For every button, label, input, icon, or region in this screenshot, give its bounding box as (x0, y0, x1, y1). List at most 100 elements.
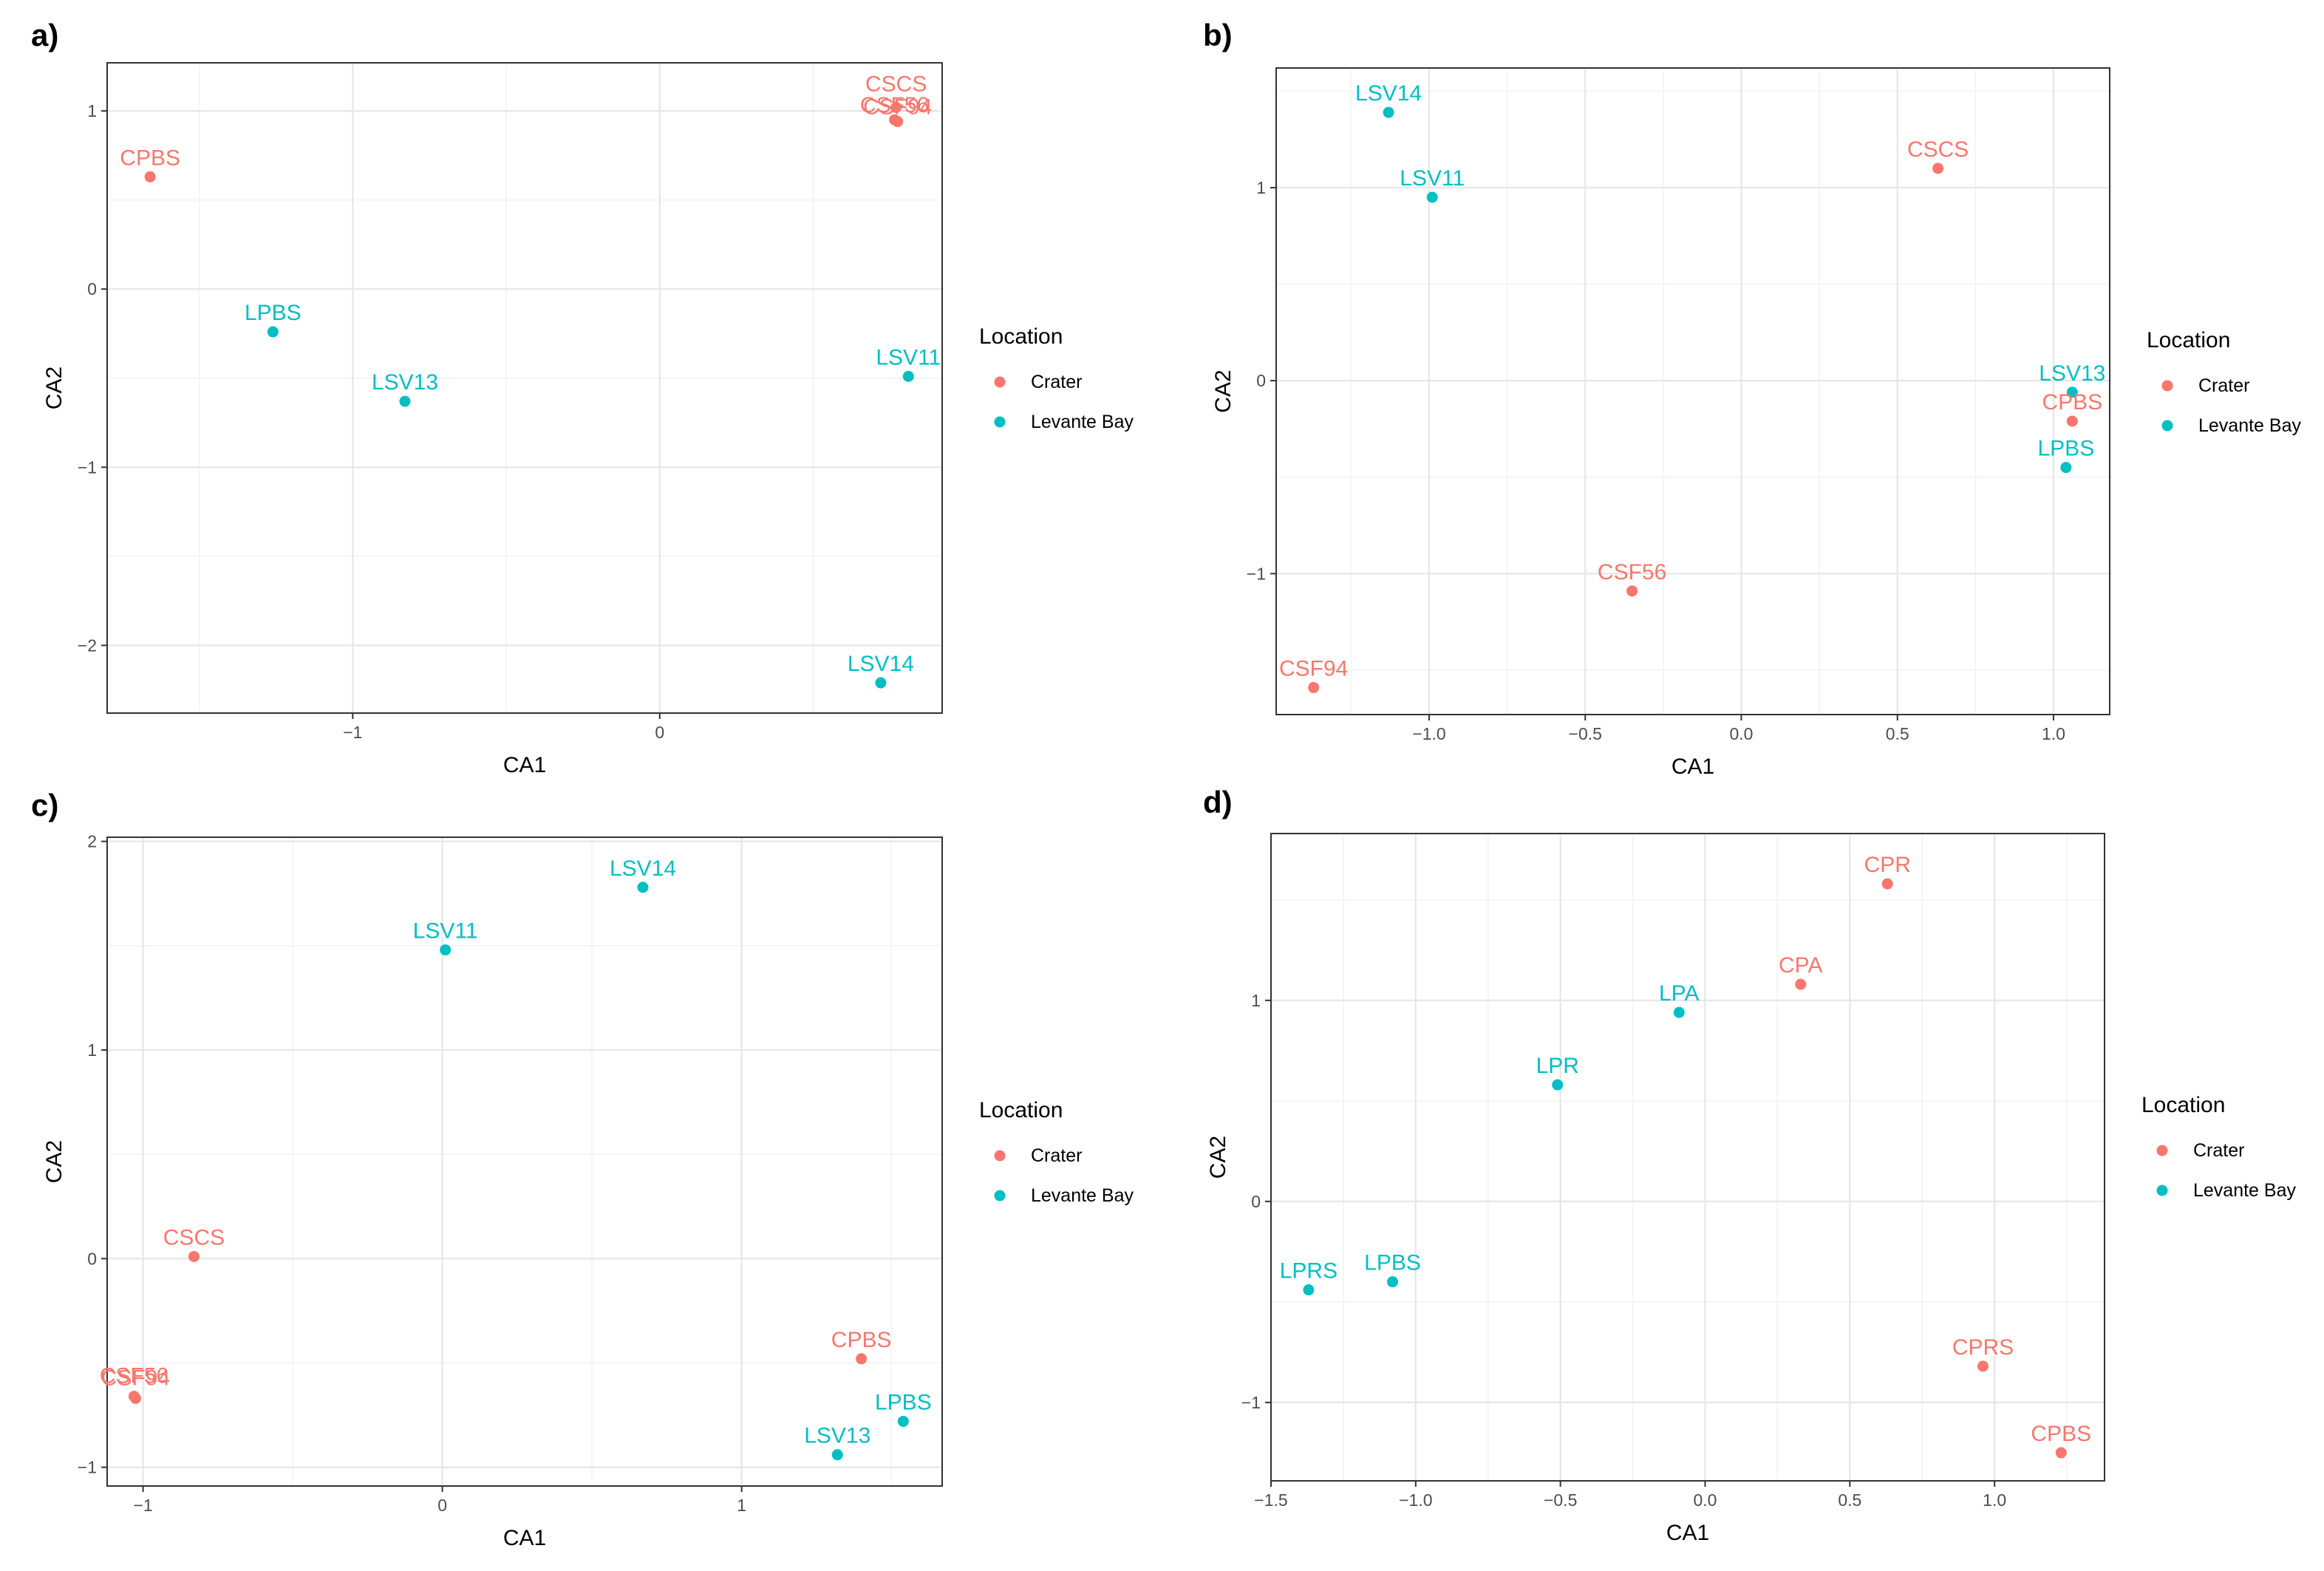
data-point-csf56 (1626, 585, 1638, 597)
panel-letter: d) (1203, 785, 1233, 819)
data-point-csf94 (1308, 681, 1320, 693)
legend-title: Location (2141, 1093, 2225, 1117)
y-axis-title: CA2 (42, 367, 67, 409)
panel-2: −1.0 −0.5 0.0 0.5 1.0 −1 0 1 b) CA1 CA2 LSV14 LSV11 C… (1203, 18, 2301, 779)
data-point-cprs (1977, 1360, 1989, 1372)
x-tick-label: −1 (133, 1496, 152, 1515)
legend-label-crater: Crater (2198, 375, 2249, 396)
point-label-cprs: CPRS (1952, 1335, 2014, 1360)
point-label-lpbs: LPBS (1364, 1251, 1421, 1275)
legend: Location Crater Levante Bay (2141, 1093, 2296, 1201)
data-point-cscs (188, 1250, 200, 1262)
plot-background (1276, 68, 2110, 715)
x-tick-label: −0.5 (1569, 724, 1602, 743)
legend-key-crater (994, 376, 1006, 388)
x-tick-label: 1 (737, 1496, 746, 1515)
y-tick-label: 1 (1256, 178, 1266, 197)
plot-border (106, 836, 943, 1487)
point-label-lpr: LPR (1536, 1054, 1579, 1078)
legend-key-crater (994, 1150, 1006, 1162)
x-tick-label: 0.0 (1694, 1490, 1717, 1510)
data-point-lpbs (267, 326, 279, 338)
point-label-lsv11: LSV11 (876, 345, 941, 369)
point-label-lsv13: LSV13 (804, 1424, 870, 1448)
point-label-csf56: CSF56 (1598, 560, 1666, 585)
point-label-csf94: CSF94 (863, 95, 932, 120)
point-label-cpbs: CPBS (2031, 1422, 2091, 1446)
plot-background (107, 837, 942, 1486)
x-axis-title: CA1 (1672, 754, 1714, 779)
point-label-lsv14: LSV14 (1355, 81, 1422, 106)
point-label-cpbs: CPBS (831, 1328, 892, 1352)
point-label-lsv11: LSV11 (1400, 166, 1465, 191)
y-tick-label: 1 (87, 1040, 97, 1060)
data-point-lsv11 (440, 944, 451, 955)
point-label-lsv13: LSV13 (2039, 361, 2105, 386)
legend: Location Crater Levante Bay (979, 1098, 1134, 1206)
data-point-lpbs (897, 1415, 909, 1427)
point-label-csf56: CSF56 (860, 93, 929, 117)
data-point-lpbs (2060, 462, 2072, 474)
x-tick-label: −0.5 (1544, 1490, 1577, 1510)
data-point-lsv11 (1426, 191, 1438, 203)
y-tick-label: 0 (1256, 371, 1266, 390)
legend: Location Crater Levante Bay (979, 324, 1134, 432)
legend-label-levante-bay: Levante Bay (1031, 1185, 1134, 1206)
point-label-lpa: LPA (1659, 981, 1699, 1006)
data-point-lsv14 (1383, 106, 1394, 118)
data-point-lsv13 (831, 1449, 843, 1461)
legend-label-levante-bay: Levante Bay (2193, 1180, 2296, 1201)
legend-label-levante-bay: Levante Bay (1031, 412, 1134, 432)
plot-background (107, 63, 942, 713)
legend-key-levante-bay (2161, 420, 2173, 432)
legend-key-crater (2156, 1145, 2168, 1156)
plot-background (1271, 834, 2105, 1481)
data-point-cpr (1881, 878, 1893, 890)
y-axis-title: CA2 (1211, 369, 1236, 412)
data-point-lpbs (1387, 1276, 1398, 1288)
data-point-lpr (1552, 1079, 1564, 1091)
y-tick-label: 0 (1251, 1192, 1261, 1211)
data-point-cpbs (2055, 1447, 2067, 1459)
y-tick-label: 0 (87, 279, 97, 299)
legend-key-levante-bay (994, 1190, 1006, 1202)
legend: Location Crater Levante Bay (2147, 328, 2301, 436)
legend-key-levante-bay (2156, 1185, 2168, 1196)
data-point-csf94 (129, 1392, 141, 1404)
x-tick-label: 0.0 (1729, 724, 1753, 743)
x-tick-label: −1.5 (1254, 1490, 1287, 1510)
y-tick-label: −1 (78, 1458, 97, 1477)
data-point-cpbs (2066, 415, 2078, 427)
data-point-lsv14 (875, 677, 887, 689)
data-point-cscs (1932, 163, 1944, 174)
data-point-lsv14 (637, 882, 649, 893)
legend-label-crater: Crater (1031, 372, 1082, 392)
x-axis-title: CA1 (503, 753, 546, 777)
x-tick-label: −1.0 (1399, 1490, 1432, 1510)
panel-4: −1.5 −1.0 −0.5 0.0 0.5 1.0 −1 0 1 d) CA1 CA2 CPR CPA L… (1203, 785, 2296, 1545)
point-label-csf94: CSF94 (101, 1366, 170, 1390)
point-label-csf94: CSF94 (1279, 656, 1348, 681)
data-point-cscs (890, 101, 902, 113)
point-label-lpbs: LPBS (245, 301, 301, 325)
y-axis-title: CA2 (1206, 1136, 1230, 1179)
legend-title: Location (2147, 328, 2230, 352)
point-label-lsv13: LSV13 (372, 370, 438, 395)
point-label-lsv14: LSV14 (848, 652, 914, 676)
x-tick-label: −1 (343, 723, 362, 742)
panel-letter: a) (31, 18, 58, 52)
plot-border (106, 62, 943, 714)
panel-letter: c) (31, 788, 58, 822)
x-axis-title: CA1 (1666, 1521, 1709, 1545)
data-point-csf94 (892, 116, 904, 128)
point-label-cscs: CSCS (1907, 137, 1969, 162)
data-point-lsv13 (399, 395, 411, 407)
point-label-lpbs: LPBS (875, 1390, 932, 1414)
data-point-lpa (1673, 1006, 1685, 1018)
x-tick-label: 1.0 (2042, 724, 2065, 743)
plot-border (1270, 833, 2105, 1482)
x-tick-label: 0 (655, 723, 664, 742)
data-point-lsv13 (2066, 386, 2078, 398)
point-label-lsv14: LSV14 (610, 856, 676, 881)
